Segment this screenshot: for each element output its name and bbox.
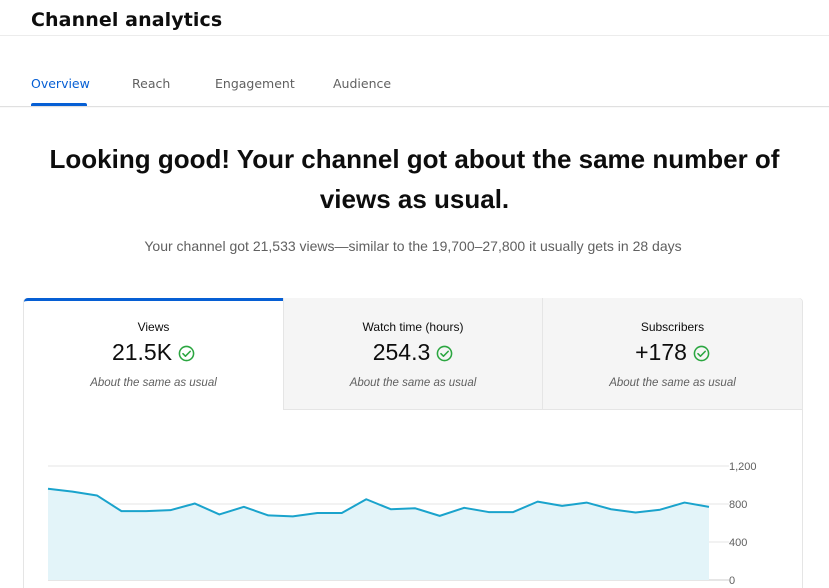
metric-label: Views <box>137 320 170 334</box>
check-circle-icon <box>436 345 453 362</box>
views-point[interactable] <box>462 505 467 510</box>
metric-tab-subscribers[interactable]: Subscribers +178 About the same as usual <box>542 298 802 410</box>
metric-tab-views[interactable]: Views 21.5K About the same as usual <box>24 298 283 410</box>
check-circle-icon <box>178 345 195 362</box>
views-point[interactable] <box>241 504 246 509</box>
check-circle-icon <box>693 345 710 362</box>
views-point[interactable] <box>388 507 393 512</box>
metric-tab-watch-time[interactable]: Watch time (hours) 254.3 About the same … <box>283 298 542 410</box>
tab-audience[interactable]: Audience <box>333 76 392 91</box>
views-point[interactable] <box>266 513 271 518</box>
y-tick-label: 800 <box>729 499 747 511</box>
views-point[interactable] <box>46 486 51 491</box>
views-point[interactable] <box>633 510 638 515</box>
metric-note: About the same as usual <box>609 377 736 389</box>
tab-overview[interactable]: Overview <box>31 76 90 91</box>
views-point[interactable] <box>682 500 687 505</box>
views-point[interactable] <box>119 509 124 514</box>
views-point[interactable] <box>168 508 173 513</box>
views-point[interactable] <box>192 501 197 506</box>
views-point[interactable] <box>315 511 320 516</box>
tab-engagement[interactable]: Engagement <box>215 76 295 91</box>
metric-value-row: 254.3 <box>284 339 542 366</box>
summary-headline: Looking good! Your channel got about the… <box>0 139 829 219</box>
metric-value: +178 <box>635 339 687 365</box>
views-point[interactable] <box>560 503 565 508</box>
views-point[interactable] <box>437 513 442 518</box>
views-point[interactable] <box>143 509 148 514</box>
metric-note: About the same as usual <box>349 377 477 389</box>
views-point[interactable] <box>486 510 491 515</box>
views-point[interactable] <box>707 504 712 509</box>
metric-label: Subscribers <box>640 320 705 334</box>
views-area <box>48 488 709 580</box>
metric-value-row: 21.5K <box>24 339 283 366</box>
summary-headline-line2: views as usual. <box>319 184 510 214</box>
page-header: Channel analytics <box>0 0 829 36</box>
summary-subline: Your channel got 21,533 views—similar to… <box>144 238 682 254</box>
views-point[interactable] <box>609 507 614 512</box>
views-chart: 0 400 800 1,200 <box>46 461 757 587</box>
metric-value-row: +178 <box>543 339 802 366</box>
metric-note: About the same as usual <box>90 377 217 389</box>
y-tick-label: 0 <box>729 575 735 587</box>
views-point[interactable] <box>535 499 540 504</box>
summary-headline-line1: Looking good! Your channel got about the… <box>49 144 780 174</box>
views-point[interactable] <box>364 497 369 502</box>
views-point[interactable] <box>339 511 344 516</box>
tab-bar: Overview Reach Engagement Audience <box>0 36 829 107</box>
y-tick-label: 1,200 <box>729 461 757 473</box>
views-point[interactable] <box>584 500 589 505</box>
views-line <box>47 487 710 518</box>
y-tick-label: 400 <box>729 537 747 549</box>
active-tab-indicator <box>31 103 87 106</box>
views-point[interactable] <box>290 514 295 519</box>
metric-value: 254.3 <box>372 339 431 365</box>
views-point[interactable] <box>94 493 99 498</box>
tab-reach[interactable]: Reach <box>132 76 171 91</box>
page-title: Channel analytics <box>31 9 223 31</box>
views-point[interactable] <box>658 507 663 512</box>
views-point[interactable] <box>413 506 418 511</box>
views-point[interactable] <box>511 510 516 515</box>
views-point[interactable] <box>217 512 222 517</box>
views-point[interactable] <box>70 489 75 494</box>
metric-label: Watch time (hours) <box>362 320 464 334</box>
metric-value: 21.5K <box>111 339 173 365</box>
